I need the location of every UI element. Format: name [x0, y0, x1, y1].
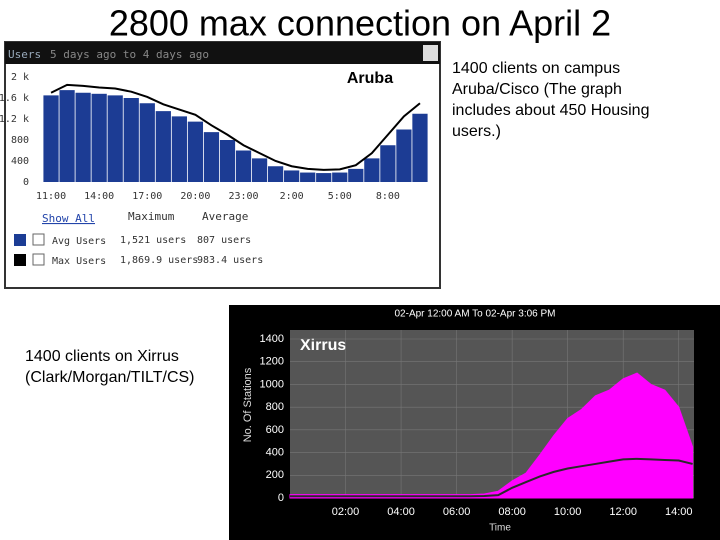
y-tick-label: 200 [266, 469, 284, 481]
x-tick-label: 17:00 [132, 191, 162, 202]
bar [219, 140, 236, 182]
line [50, 83, 421, 171]
x-tick-label: 12:00 [609, 506, 637, 518]
x-tick-label: 8:00 [376, 191, 400, 202]
y-tick-label: 0 [278, 492, 284, 504]
x-tick-label: 02:00 [332, 506, 360, 518]
bar [43, 95, 59, 182]
x-tick-label: 08:00 [498, 506, 526, 518]
chart-label: Aruba [347, 70, 393, 87]
bar [91, 93, 107, 182]
legend-label: Avg Users [52, 236, 106, 247]
slide-title: 2800 max connection on April 2 [109, 3, 611, 44]
legend-checkbox[interactable] [32, 253, 45, 266]
x-tick-label: 11:00 [36, 191, 66, 202]
legend-stat: 983.4 users [197, 255, 263, 266]
bar [75, 92, 91, 182]
annotation: 1400 clients on Xirrus (Clark/Morgan/TIL… [25, 348, 195, 386]
y-tick-label: 1000 [260, 378, 284, 390]
y-tick-label: 400 [11, 156, 29, 167]
bar [267, 166, 284, 182]
y-axis-label: No. Of Stations [242, 367, 254, 442]
y-tick-label: 1.6 k [0, 93, 29, 104]
bar [364, 158, 380, 182]
y-tick-label: 800 [11, 135, 29, 146]
legend-swatch [14, 254, 26, 266]
bar [284, 170, 300, 182]
x-tick-label: 23:00 [228, 191, 258, 202]
y-tick-label: 1400 [260, 333, 284, 345]
line [290, 457, 693, 498]
y-tick-label: 800 [266, 401, 284, 413]
show-all-link[interactable]: Show All [42, 212, 95, 225]
x-tick-label: 14:00 [84, 191, 114, 202]
x-tick-label: 04:00 [387, 506, 415, 518]
y-tick-label: 400 [266, 446, 284, 458]
legend-swatch [14, 234, 26, 246]
aruba-header [5, 42, 440, 64]
panel-header: Users [8, 48, 41, 61]
chart-icon[interactable] [423, 45, 438, 61]
bar [300, 172, 316, 182]
legend-column: Maximum [128, 210, 175, 223]
x-tick-label: 2:00 [280, 191, 304, 202]
x-tick-label: 06:00 [443, 506, 471, 518]
bar [412, 113, 428, 182]
bar [139, 103, 155, 182]
bar [59, 90, 75, 182]
bar [235, 150, 252, 182]
bar [187, 121, 204, 182]
area [289, 372, 694, 499]
chart-title: 02-Apr 12:00 AM To 02-Apr 3:06 PM [394, 309, 555, 320]
bar [396, 129, 412, 182]
bar [332, 172, 348, 182]
bar [251, 158, 268, 182]
y-tick-label: 2 k [11, 72, 29, 83]
x-tick-label: 5:00 [328, 191, 352, 202]
bar [171, 116, 187, 182]
legend-stat: 1,869.9 users [120, 255, 198, 266]
legend-checkbox[interactable] [32, 233, 45, 246]
bar [348, 168, 364, 182]
y-tick-label: 600 [266, 424, 284, 436]
y-tick-label: 1200 [260, 356, 284, 368]
bar [203, 132, 220, 182]
legend-stat: 1,521 users [120, 235, 186, 246]
x-tick-label: 14:00 [665, 506, 693, 518]
bar [107, 95, 123, 182]
legend-stat: 807 users [197, 235, 251, 246]
bar [316, 173, 332, 182]
annotation: 1400 clients on campus Aruba/Cisco (The … [452, 60, 650, 140]
legend-label: Max Users [52, 256, 106, 267]
x-tick-label: 20:00 [180, 191, 210, 202]
panel-subtitle: 5 days ago to 4 days ago [50, 48, 209, 61]
legend-column: Average [202, 210, 248, 223]
bar [123, 98, 139, 182]
y-tick-label: 1.2 k [0, 114, 29, 125]
y-tick-label: 0 [23, 177, 29, 188]
x-axis-label: Time [489, 523, 511, 534]
x-tick-label: 10:00 [554, 506, 582, 518]
bar [155, 111, 171, 182]
chart-label: Xirrus [300, 337, 346, 354]
bar [380, 145, 396, 182]
